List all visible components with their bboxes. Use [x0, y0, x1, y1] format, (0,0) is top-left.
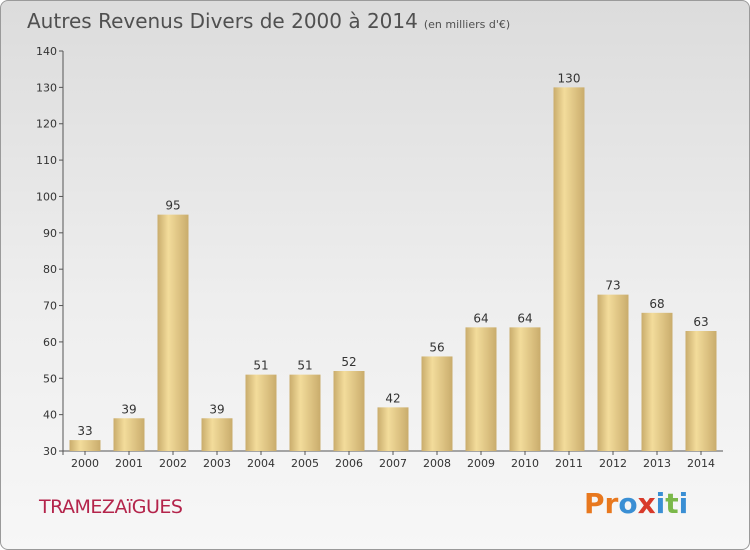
data-label: 64: [473, 311, 488, 325]
bar: [289, 374, 321, 451]
y-tick-label: 100: [36, 190, 57, 203]
bar: [201, 418, 233, 451]
bar: [685, 331, 717, 451]
logo-letter: i: [655, 487, 666, 520]
x-tick-label: 2000: [71, 457, 99, 470]
bar: [157, 214, 189, 451]
axes: 30 40 50 60 70 80 90 100 110 120 130 140 2000 2001 200…: [36, 45, 723, 470]
data-label: 56: [429, 340, 444, 354]
y-tick-label: 30: [43, 445, 57, 458]
x-tick-label: 2007: [379, 457, 407, 470]
bar: [113, 418, 145, 451]
data-labels: 33 39 95 39 51 51 52 42 56 64 64 130 73 68 63: [77, 71, 708, 438]
y-tick-label: 60: [43, 336, 57, 349]
y-tick-label: 140: [36, 45, 57, 58]
data-label: 95: [165, 199, 180, 213]
x-tick-label: 2003: [203, 457, 231, 470]
x-tick-label: 2002: [159, 457, 187, 470]
chart-title: Autres Revenus Divers de 2000 à 2014 (en …: [27, 9, 510, 33]
data-label: 33: [77, 424, 92, 438]
logo-letter: P: [584, 487, 605, 520]
bar: [69, 440, 101, 451]
x-tick-label: 2006: [335, 457, 363, 470]
x-tick-label: 2012: [599, 457, 627, 470]
x-tick-label: 2009: [467, 457, 495, 470]
y-tick-label: 120: [36, 118, 57, 131]
y-tick-label: 80: [43, 263, 57, 276]
data-label: 63: [693, 315, 708, 329]
y-tick-label: 110: [36, 154, 57, 167]
data-label: 73: [605, 279, 620, 293]
logo-letter: i: [678, 487, 689, 520]
chart-title-text: Autres Revenus Divers de 2000 à 2014: [27, 9, 418, 33]
x-tick-label: 2010: [511, 457, 539, 470]
x-tick-label: 2008: [423, 457, 451, 470]
data-label: 52: [341, 355, 356, 369]
data-label: 42: [385, 391, 400, 405]
data-label: 39: [121, 402, 136, 416]
bar: [509, 327, 541, 451]
proxiti-logo: Proxiti: [584, 487, 688, 520]
bars: [69, 87, 717, 451]
data-label: 64: [517, 311, 532, 325]
y-tick-label: 50: [43, 372, 57, 385]
x-tick-label: 2014: [687, 457, 715, 470]
logo-letter: x: [637, 487, 656, 520]
bar: [333, 371, 365, 451]
x-tick-label: 2001: [115, 457, 143, 470]
bar: [553, 87, 585, 451]
x-tick-label: 2013: [643, 457, 671, 470]
logo-letter: r: [604, 487, 619, 520]
logo-letter: o: [618, 487, 638, 520]
data-label: 51: [253, 359, 268, 373]
y-tick-label: 130: [36, 81, 57, 94]
logo-letter: t: [665, 487, 679, 520]
bar: [245, 374, 277, 451]
data-label: 39: [209, 402, 224, 416]
bar: [465, 327, 497, 451]
y-tick-label: 40: [43, 409, 57, 422]
data-label: 68: [649, 297, 664, 311]
y-tick-label: 70: [43, 300, 57, 313]
bar: [377, 407, 409, 451]
chart-subtitle: (en milliers d'€): [423, 18, 511, 31]
data-label: 130: [558, 71, 581, 85]
location-name: TRAMEZAïGUES: [39, 496, 183, 518]
bar: [597, 294, 629, 451]
data-label: 51: [297, 359, 312, 373]
x-tick-label: 2011: [555, 457, 583, 470]
x-tick-label: 2005: [291, 457, 319, 470]
bar: [641, 312, 673, 451]
bar: [421, 356, 453, 451]
x-tick-label: 2004: [247, 457, 275, 470]
y-tick-label: 90: [43, 227, 57, 240]
